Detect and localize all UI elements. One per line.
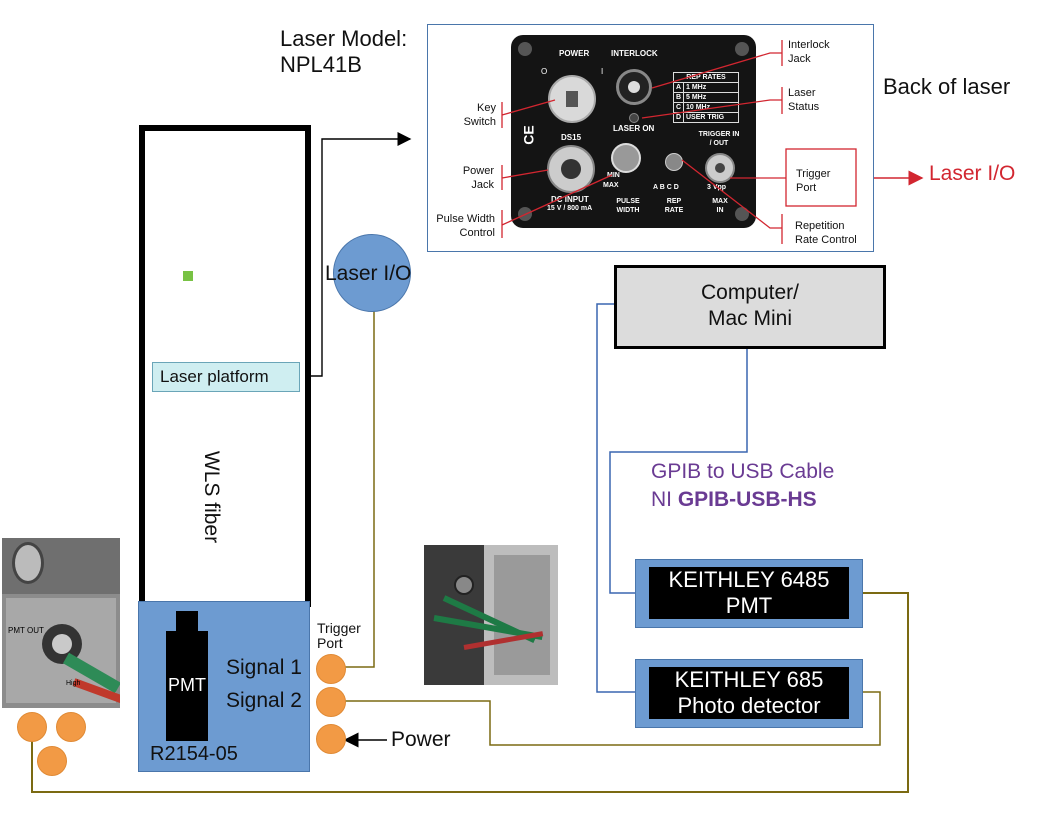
screw-icon <box>518 42 532 56</box>
fiber-end-marker <box>183 271 193 281</box>
photo-connector-1[interactable] <box>17 712 47 742</box>
rep-rate-knob-icon <box>665 153 683 171</box>
photo-connector-3[interactable] <box>37 746 67 776</box>
panel-trigger-label: TRIGGER IN / OUT <box>698 131 740 147</box>
signal2-label: Signal 2 <box>226 689 302 712</box>
panel-i-label: I <box>601 67 604 76</box>
laser-io-wire <box>345 310 375 668</box>
rep-rate-row: C 10 MHz <box>674 103 738 113</box>
photo-high-label: High <box>66 680 81 687</box>
wls-fiber-label: WLS fiber <box>200 450 224 544</box>
keithley-6485-display: KEITHLEY 6485 PMT <box>649 567 849 619</box>
laser-platform-label: Laser platform <box>160 367 269 386</box>
laser-io-red-label: Laser I/O <box>929 162 1016 185</box>
panel-max-label: MAX <box>603 182 619 189</box>
signal2-connector[interactable] <box>316 687 346 717</box>
power-label: Power <box>391 728 451 751</box>
computer-box: Computer/ Mac Mini <box>614 265 886 349</box>
signal1-wire <box>31 592 909 793</box>
annotation-pulse-width-control: Pulse Width Control <box>436 213 495 239</box>
panel-dc-rating-label: 15 V / 800 mA <box>547 205 593 212</box>
laser-io-circle <box>333 234 411 312</box>
instrument-rack-photo <box>424 545 558 685</box>
power-connector[interactable] <box>316 724 346 754</box>
annotation-laser-status: Laser Status <box>788 87 820 113</box>
key-switch-icon <box>548 75 596 123</box>
pmt-label: PMT <box>168 675 206 695</box>
panel-rep-rate-label: REP RATE <box>664 198 684 214</box>
pmt-out-photo: PMT OUT High <box>2 538 120 708</box>
laser-io-circle-label: Laser I/O <box>325 262 412 285</box>
gpib-wire-685 <box>596 303 636 693</box>
gpib-wire-computer <box>609 344 748 594</box>
annotation-key-switch: Key Switch <box>463 102 496 128</box>
keithley-685-box: KEITHLEY 685 Photo detector <box>635 659 863 728</box>
power-jack-icon <box>547 145 595 193</box>
laser-back-panel-photo: POWER INTERLOCK O I LASER ON REP RATES A… <box>511 35 756 228</box>
photo-connector-2[interactable] <box>56 712 86 742</box>
pulse-width-knob-icon <box>611 143 641 173</box>
interlock-jack-icon <box>616 69 652 105</box>
keithley-685-display: KEITHLEY 685 Photo detector <box>649 667 849 719</box>
signal1-connector[interactable] <box>316 654 346 684</box>
panel-o-label: O <box>541 67 548 76</box>
laser-model-label: Laser Model: NPL41B <box>280 26 408 77</box>
back-of-laser-title: Back of laser <box>883 74 1011 99</box>
signal1-label: Signal 1 <box>226 656 302 679</box>
panel-pulse-width-label: PULSE WIDTH <box>616 198 640 214</box>
panel-laser-on-label: LASER ON <box>613 124 655 133</box>
panel-rep-letters: A B C D <box>653 184 679 191</box>
panel-interlock-label: INTERLOCK <box>611 49 658 58</box>
panel-min-label: MIN <box>607 172 620 179</box>
panel-dc-input-label: DC INPUT <box>551 195 589 204</box>
laser-status-led-icon <box>629 113 639 123</box>
gpib-cable-label: GPIB to USB Cable NI GPIB-USB-HS <box>651 460 835 511</box>
trigger-port-label: Trigger Port <box>317 620 361 651</box>
rep-rate-row: D USER TRIG <box>675 113 725 122</box>
screw-icon <box>735 207 749 221</box>
laser-platform-box: Laser platform <box>152 362 300 392</box>
annotation-repetition-rate-control: Repetition Rate Control <box>795 220 857 246</box>
panel-power-label: POWER <box>559 49 590 58</box>
computer-label: Computer/ Mac Mini <box>700 281 800 330</box>
annotation-interlock-jack: Interlock Jack <box>788 39 830 65</box>
panel-max-in-label: MAX IN <box>712 198 728 214</box>
pmt-tube-cap <box>176 611 198 631</box>
pmt-tube <box>166 631 208 741</box>
keithley-6485-box: KEITHLEY 6485 PMT <box>635 559 863 628</box>
annotation-trigger-port: Trigger Port <box>796 168 831 194</box>
pmt-model-label: R2154-05 <box>150 743 238 765</box>
panel-ds15-label: DS15 <box>561 133 582 142</box>
screw-icon <box>735 42 749 56</box>
photo-pmt-out-label: PMT OUT <box>8 626 44 635</box>
annotation-power-jack: Power Jack <box>462 165 494 191</box>
signal2-wire <box>345 691 881 746</box>
